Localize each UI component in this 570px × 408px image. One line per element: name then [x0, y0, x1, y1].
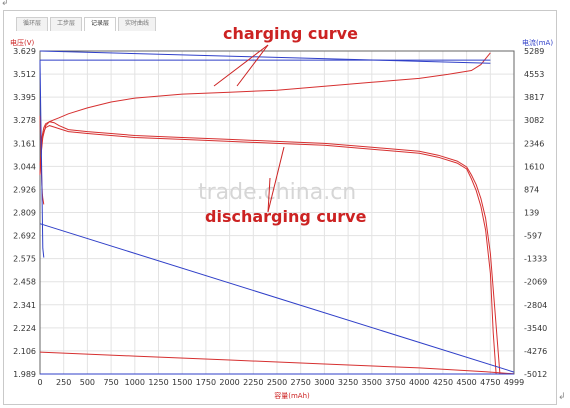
discharging-pointer-2: [267, 177, 271, 213]
x-tick-label: 1000: [125, 378, 145, 387]
chart-window: 循环层 工步层 记录层 实时曲线: [3, 10, 557, 405]
right-axis-ticks: 5289 4553 3817 3082 2346 1610 874 139 -597 -1333 -…: [524, 47, 547, 379]
left-tick-label: 2.224: [13, 324, 36, 333]
voltage-series-line-3: [39, 125, 497, 374]
right-tick-label: 1610: [524, 162, 544, 171]
current-series-line-7: [39, 60, 45, 258]
right-tick-label: 139: [524, 209, 539, 218]
left-tick-label: 2.106: [13, 347, 36, 356]
right-tick-label: 4553: [524, 70, 544, 79]
tab-step-layer[interactable]: 工步层: [50, 17, 83, 31]
voltage-series-line-4: [39, 351, 515, 375]
voltage-series-line-2: [39, 121, 501, 374]
x-axis-title: 容量(mAh): [274, 391, 310, 400]
right-tick-label: -2804: [524, 301, 547, 310]
discharging-pointer: [267, 146, 285, 213]
left-axis-title: 电压(V): [10, 38, 35, 47]
x-tick-label: 3250: [338, 378, 358, 387]
right-tick-label: 5289: [524, 47, 544, 56]
left-tick-label: 2.575: [13, 255, 36, 264]
x-tick-label: 2750: [291, 378, 311, 387]
return-mark-bottom: ↲: [558, 392, 566, 402]
charging-pointer-2: [213, 44, 269, 87]
voltage-series-line-0: [39, 52, 491, 166]
series-lines: [39, 50, 515, 375]
tab-realtime-curve[interactable]: 实时曲线: [118, 17, 157, 31]
tab-cycle-layer[interactable]: 循环层: [16, 17, 49, 31]
watermark: trade.china.cn: [198, 180, 356, 205]
x-tick-label: 3000: [314, 378, 334, 387]
charging-curve-label: charging curve: [223, 24, 358, 43]
x-tick-label: 750: [103, 378, 118, 387]
right-axis-title: 电流(mA): [522, 38, 553, 47]
discharging-curve-label: discharging curve: [205, 207, 367, 226]
x-tick-label: 3750: [385, 378, 405, 387]
x-tick-label: 2000: [219, 378, 239, 387]
x-tick-label: 1250: [148, 378, 168, 387]
charging-pointer: [236, 44, 269, 87]
right-tick-label: 3082: [524, 116, 544, 125]
right-tick-label: 2346: [524, 139, 544, 148]
right-tick-label: -3540: [524, 324, 547, 333]
left-tick-label: 3.278: [13, 116, 36, 125]
x-tick-label: 2250: [243, 378, 263, 387]
left-axis-ticks: 3.629 3.512 3.395 3.278 3.161 3.044 2.926 2.809…: [13, 47, 36, 379]
x-tick-label: 4250: [433, 378, 453, 387]
right-tick-label: -4276: [524, 347, 547, 356]
x-tick-label: 3500: [362, 378, 382, 387]
x-tick-label: 1500: [172, 378, 192, 387]
left-tick-label: 3.395: [13, 93, 36, 102]
left-tick-label: 3.044: [13, 162, 36, 171]
x-tick-label: 4750: [480, 378, 500, 387]
x-tick-label: 2500: [267, 378, 287, 387]
x-tick-label: 4999: [504, 378, 524, 387]
current-series-line-6: [39, 50, 491, 64]
x-tick-label: 250: [56, 378, 71, 387]
left-tick-label: 2.458: [13, 278, 36, 287]
right-tick-label: 874: [524, 185, 539, 194]
x-tick-label: 1750: [196, 378, 216, 387]
tab-bar: 循环层 工步层 记录层 实时曲线: [16, 17, 157, 31]
left-tick-label: 2.926: [13, 185, 36, 194]
left-tick-label: 1.989: [13, 370, 36, 379]
x-tick-label: 4500: [456, 378, 476, 387]
x-tick-label: 0: [37, 378, 42, 387]
left-tick-label: 3.161: [13, 139, 36, 148]
right-tick-label: -597: [524, 232, 542, 241]
tab-record-layer[interactable]: 记录层: [84, 17, 117, 31]
x-tick-label: 500: [80, 378, 95, 387]
right-tick-label: -2069: [524, 278, 547, 287]
left-tick-label: 3.629: [13, 47, 36, 56]
x-tick-label: 4000: [409, 378, 429, 387]
left-tick-label: 3.512: [13, 70, 36, 79]
left-tick-label: 2.341: [13, 301, 36, 310]
left-tick-label: 2.692: [13, 232, 36, 241]
x-axis-ticks: 0 250 500 750 1000 1250 1500 1750 2000 2250 2500 27…: [37, 378, 524, 387]
right-tick-label: 3817: [524, 93, 544, 102]
current-series-line-8: [39, 223, 515, 373]
right-tick-label: -5012: [524, 370, 547, 379]
right-tick-label: -1333: [524, 255, 547, 264]
return-mark-top: ↲: [1, 0, 9, 8]
left-tick-label: 2.809: [13, 209, 36, 218]
